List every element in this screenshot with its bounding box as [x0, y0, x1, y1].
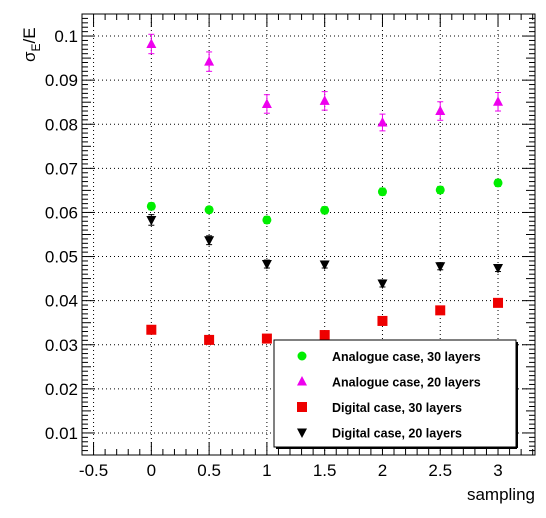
data-point — [435, 305, 446, 316]
data-points — [146, 33, 504, 345]
series-2 — [146, 33, 504, 132]
axis-ticks — [81, 14, 535, 455]
axis-tick-labels: -0.5 0 0.5 1 1.5 2 2.5 3 0.01 0.02 0.03 0.04 0.05 0.0… — [45, 27, 503, 480]
legend-marker — [297, 428, 307, 438]
data-point — [377, 279, 388, 289]
y-tick-label: 0.01 — [45, 424, 78, 443]
data-point — [261, 98, 272, 108]
data-point — [493, 297, 504, 308]
series-4 — [146, 214, 504, 289]
data-point — [493, 178, 503, 188]
y-tick-label: 0.09 — [45, 71, 78, 90]
x-tick-label: -0.5 — [79, 461, 108, 480]
data-point — [204, 334, 215, 345]
y-axis-title-main: σ — [20, 51, 39, 62]
series-3 — [146, 297, 504, 345]
x-axis-title: sampling — [467, 485, 535, 504]
data-point — [319, 330, 330, 341]
data-point — [493, 264, 504, 274]
data-point — [146, 201, 156, 211]
y-axis-title: σE/E — [20, 27, 43, 62]
data-point — [493, 96, 504, 106]
x-tick-label: 0 — [147, 461, 156, 480]
data-point — [435, 262, 446, 272]
legend-label: Digital case, 30 layers — [332, 401, 462, 415]
y-tick-label: 0.04 — [45, 292, 78, 311]
data-point — [204, 56, 215, 66]
data-point — [377, 187, 387, 197]
legend-marker — [297, 351, 307, 361]
x-tick-label: 1 — [262, 461, 271, 480]
x-tick-label: 2.5 — [428, 461, 452, 480]
data-point — [146, 38, 157, 48]
data-point — [377, 315, 388, 326]
legend-label: Analogue case, 30 layers — [332, 350, 481, 364]
y-tick-label: 0.06 — [45, 203, 78, 222]
data-point — [146, 324, 157, 335]
data-point — [435, 185, 445, 195]
y-tick-label: 0.1 — [54, 27, 78, 46]
y-tick-label: 0.02 — [45, 380, 78, 399]
data-point — [146, 215, 157, 226]
y-tick-label: 0.07 — [45, 159, 78, 178]
data-point — [319, 95, 330, 105]
grid-lines — [82, 14, 535, 455]
data-point — [204, 205, 214, 215]
data-point — [377, 116, 388, 127]
data-point — [320, 205, 330, 215]
data-point — [261, 333, 272, 344]
data-point — [261, 260, 272, 270]
y-axis-title-tail: /E — [20, 27, 39, 43]
legend: Analogue case, 30 layers Analogue case, 2… — [273, 339, 518, 449]
data-point — [435, 105, 446, 116]
legend-label: Digital case, 20 layers — [332, 427, 462, 441]
legend-label: Analogue case, 20 layers — [332, 376, 481, 390]
x-tick-label: 2 — [378, 461, 387, 480]
data-point — [262, 215, 272, 225]
data-point — [204, 236, 215, 246]
x-tick-label: 0.5 — [197, 461, 221, 480]
y-tick-label: 0.03 — [45, 336, 78, 355]
y-tick-label: 0.08 — [45, 115, 78, 134]
series-1 — [146, 178, 503, 225]
legend-marker — [297, 376, 307, 386]
y-axis-title-subscript: E — [29, 43, 43, 51]
x-tick-label: 3 — [493, 461, 502, 480]
data-point — [319, 260, 330, 270]
x-tick-label: 1.5 — [313, 461, 337, 480]
y-tick-label: 0.05 — [45, 248, 78, 267]
legend-marker — [297, 402, 307, 412]
